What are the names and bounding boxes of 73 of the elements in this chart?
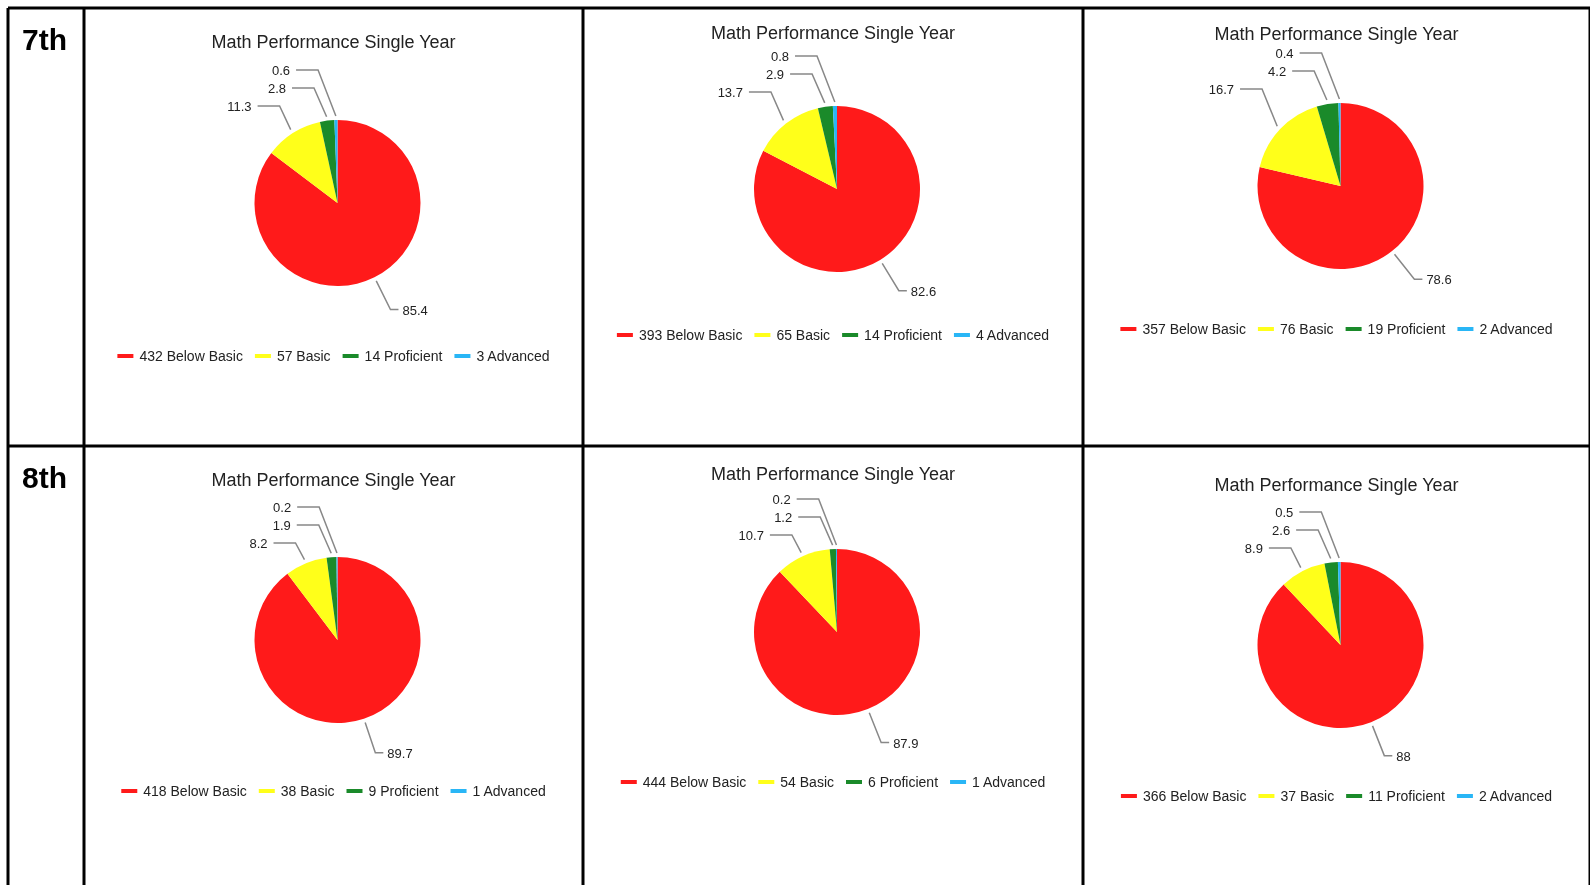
data-label: 0.2 xyxy=(772,492,791,507)
legend-label: 37 Basic xyxy=(1280,788,1335,804)
pie-slice xyxy=(1338,103,1341,186)
legend-label: 54 Basic xyxy=(780,774,834,790)
pie-slice xyxy=(817,106,837,189)
pie-slice xyxy=(1337,562,1341,645)
data-label: 16.7 xyxy=(1208,82,1235,97)
pie-slice xyxy=(254,557,421,723)
pie-slice xyxy=(334,120,338,203)
data-label: 8.9 xyxy=(1244,541,1263,556)
legend-label: 2 Advanced xyxy=(1479,321,1553,337)
legend-label: 357 Below Basic xyxy=(1142,321,1246,337)
pie-slice xyxy=(254,120,421,286)
data-label: 2.6 xyxy=(1272,523,1291,538)
data-label: 82.6 xyxy=(910,283,937,299)
data-label: 4.2 xyxy=(1268,64,1287,79)
pie-slice xyxy=(754,106,920,272)
data-label: 8.2 xyxy=(249,536,268,551)
chart-title: Math Performance Single Year xyxy=(710,464,956,484)
data-label: 87.9 xyxy=(893,735,919,751)
legend-label: 6 Proficient xyxy=(868,774,939,790)
data-label: 2.9 xyxy=(766,67,785,82)
data-label: 0.2 xyxy=(273,500,292,515)
data-label: 1.2 xyxy=(774,510,793,525)
text: 8th xyxy=(22,461,67,494)
legend-label: 4 Advanced xyxy=(975,327,1050,343)
pie-slice xyxy=(1259,106,1341,186)
data-label: 0.4 xyxy=(1275,46,1294,61)
pie-slice xyxy=(1257,103,1424,269)
chart-title: Math Performance Single Year xyxy=(1214,24,1459,44)
legend-label: 418 Below Basic xyxy=(143,783,247,799)
legend-label: 19 Proficient xyxy=(1367,321,1446,337)
data-label: 0.8 xyxy=(770,49,790,64)
data-label: 0.5 xyxy=(1275,505,1294,520)
pie-slice xyxy=(754,549,920,715)
pie-slice xyxy=(1257,562,1424,728)
chart-title: Math Performance Single Year xyxy=(710,23,956,43)
data-label: 85.4 xyxy=(402,302,428,318)
data-label: 88 xyxy=(1396,748,1411,764)
chart-title: Math Performance Single Year xyxy=(1214,475,1459,495)
pie-slice xyxy=(271,121,338,203)
data-label: 13.7 xyxy=(717,85,743,100)
legend-label: 38 Basic xyxy=(280,783,335,799)
text: 7th xyxy=(22,23,67,56)
legend-label: 14 Proficient xyxy=(864,327,943,343)
data-label: 78.6 xyxy=(1426,272,1452,288)
data-label: 89.7 xyxy=(387,745,413,761)
legend-label: 432 Below Basic xyxy=(139,348,243,364)
pie-slice xyxy=(1283,563,1341,645)
legend-label: 393 Below Basic xyxy=(638,327,743,343)
legend-label: 444 Below Basic xyxy=(642,774,747,790)
pie-slice xyxy=(1316,103,1341,186)
legend-label: 1 Advanced xyxy=(472,783,546,799)
legend-label: 14 Proficient xyxy=(364,348,443,364)
legend-label: 1 Advanced xyxy=(972,774,1046,790)
pie-slice xyxy=(763,108,837,189)
legend-label: 11 Proficient xyxy=(1368,788,1446,804)
pie-slice xyxy=(779,549,837,632)
data-label: 10.7 xyxy=(738,528,764,543)
legend-label: 9 Proficient xyxy=(368,783,439,799)
legend-label: 2 Advanced xyxy=(1478,788,1553,804)
legend-label: 76 Basic xyxy=(1279,321,1334,337)
data-label: 1.9 xyxy=(272,518,291,533)
chart-title: Math Performance Single Year xyxy=(211,32,456,52)
legend-label: 65 Basic xyxy=(776,327,831,343)
legend-label: 3 Advanced xyxy=(476,348,550,364)
data-label: 2.8 xyxy=(267,81,286,96)
pie-slice xyxy=(287,557,338,640)
legend-label: 57 Basic xyxy=(276,348,331,364)
chart-title: Math Performance Single Year xyxy=(211,470,456,490)
data-label: 11.3 xyxy=(227,99,252,114)
data-label: 0.6 xyxy=(271,63,291,78)
legend-label: 366 Below Basic xyxy=(1142,788,1247,804)
